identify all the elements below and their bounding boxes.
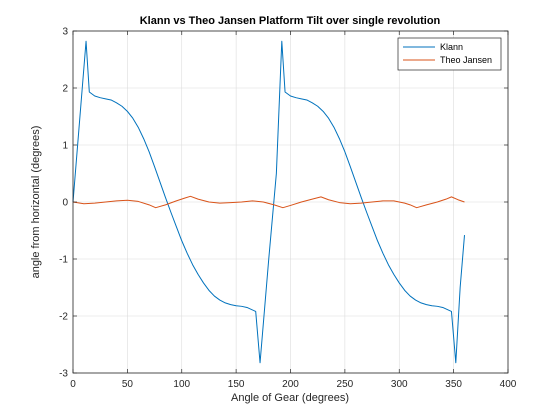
x-tick-label: 50 xyxy=(122,379,134,390)
x-tick-label: 0 xyxy=(70,379,76,390)
axis-ticks xyxy=(72,30,509,374)
y-tick-label: 1 xyxy=(62,141,68,152)
legend-box xyxy=(397,37,502,71)
y-tick-label: -2 xyxy=(59,312,68,323)
y-tick-label: -3 xyxy=(59,369,68,380)
legend: Klann Theo Jansen xyxy=(397,37,502,71)
x-tick-label: 400 xyxy=(500,379,517,390)
x-axis-label: Angle of Gear (degrees) xyxy=(231,392,349,404)
series-lines xyxy=(72,40,465,364)
y-tick-label: 0 xyxy=(62,198,68,209)
x-tick-label: 100 xyxy=(173,379,190,390)
chart-title: Klann vs Theo Jansen Platform Tilt over … xyxy=(140,15,441,27)
tick-labels: 0 50 100 150 200 250 300 350 400 -3 -2 -1 0 1 2 3 xyxy=(59,27,517,391)
plot-area: 0 50 100 150 200 250 300 350 400 -3 -2 -1 0 1 2 3 xyxy=(59,27,517,391)
y-tick-label: 3 xyxy=(62,27,68,38)
legend-label-1: Theo Jansen xyxy=(440,55,492,65)
series-line-1 xyxy=(72,195,465,209)
legend-label-0: Klann xyxy=(440,42,463,52)
series-line-0 xyxy=(72,40,465,364)
x-tick-label: 250 xyxy=(337,379,354,390)
y-tick-label: 2 xyxy=(62,84,68,95)
x-tick-label: 350 xyxy=(445,379,462,390)
y-axis-label: angle from horizontal (degrees) xyxy=(30,126,42,279)
x-tick-label: 300 xyxy=(391,379,408,390)
x-tick-label: 150 xyxy=(228,379,245,390)
y-tick-label: -1 xyxy=(59,255,68,266)
x-tick-label: 200 xyxy=(282,379,299,390)
